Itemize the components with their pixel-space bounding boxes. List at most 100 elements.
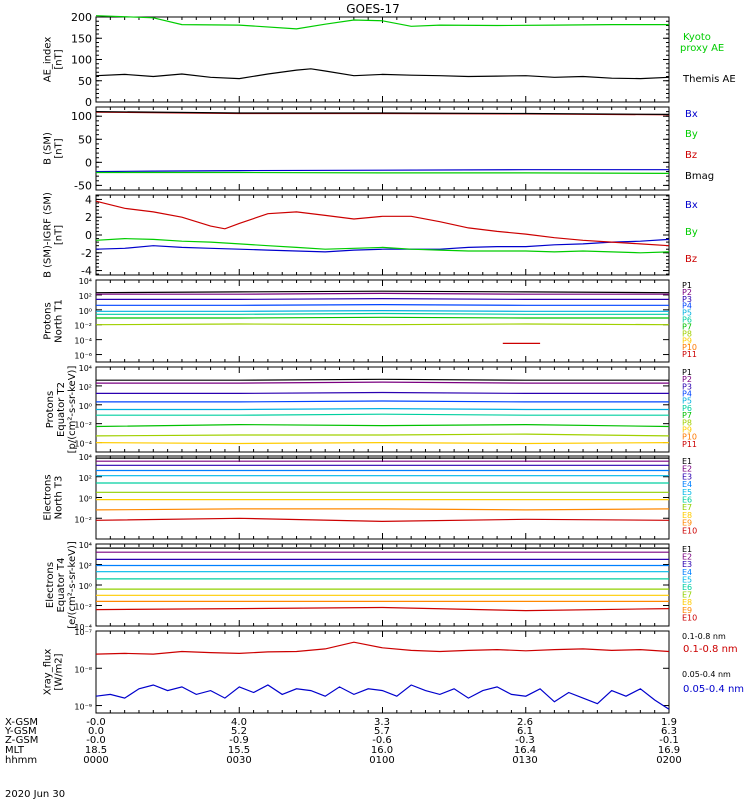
legend-e4: E4 [682, 480, 692, 489]
legend-p3: P3 [682, 382, 692, 391]
ylabel: [p/(cm²-s-sr-keV)] [67, 366, 78, 454]
ytick-label: 10⁻⁴ [74, 337, 92, 346]
ytick-label: 0 [85, 156, 92, 169]
legend-0.1-0.8 nm: 0.1-0.8 nm [682, 632, 726, 641]
legend-e1: E1 [682, 545, 692, 554]
panel-frame [95, 106, 670, 191]
ytick-label: 4 [85, 193, 92, 206]
legend-p5: P5 [682, 397, 692, 406]
ylabel: Protons [45, 391, 56, 428]
legend-p7: P7 [682, 322, 692, 331]
ytick-label: 10⁻⁷ [74, 628, 92, 637]
legend-p3: P3 [682, 295, 692, 304]
series-p4 [96, 400, 669, 403]
ytick-label: 10⁻² [74, 515, 92, 524]
panel-b: -50 0 50 100 B (SM) [nT] Bx By Bz Bmag [43, 106, 714, 192]
legend-e1: E1 [682, 457, 692, 466]
ylabel: Protons [43, 302, 54, 339]
series-p5 [96, 309, 669, 312]
legend-by: By [685, 129, 698, 140]
ephem-row-label: Y-GSM [4, 726, 37, 737]
ephem-cell: 6.1 [517, 726, 533, 737]
series-0-05-0-4-nm [95, 684, 670, 710]
series-themis-ae [95, 68, 670, 80]
ytick-label: -50 [74, 179, 92, 192]
legend-kyoto: Kyoto [683, 32, 711, 43]
ytick-label: 10² [79, 474, 92, 483]
ytick-label: 50 [78, 133, 92, 146]
ytick-label: 10⁻⁹ [74, 703, 92, 712]
date-label: 2020 Jun 30 [5, 789, 65, 800]
ylabel: [W/m2] [54, 653, 65, 690]
ylabel: North T3 [54, 476, 65, 520]
ephem-cell: 0000 [83, 755, 108, 766]
panel-pn: 10⁴ 10² 10⁰ 10⁻² 10⁻⁴ 10⁻⁶ Protons North T1 P1P2… [43, 277, 697, 363]
legend-p5: P5 [682, 309, 692, 318]
legend-0.05-0.4nm: 0.05-0.4 nm [683, 684, 744, 695]
legend-p9: P9 [682, 425, 692, 434]
ytick-label: 10⁴ [79, 541, 92, 550]
series-p1 [95, 290, 670, 294]
ytick-label: 10⁴ [79, 364, 92, 373]
series-e9 [95, 508, 670, 511]
ytick-label: 10⁰ [79, 582, 92, 591]
series-p6 [96, 413, 669, 416]
legend-e7: E7 [682, 591, 692, 600]
legend-p4: P4 [682, 302, 692, 311]
ephem-cell: -0.3 [515, 735, 535, 746]
legend-kyoto-line2: proxy AE [680, 43, 724, 54]
ytick-label: 10⁻⁴ [74, 623, 92, 632]
series-e10 [95, 606, 670, 612]
legend-p8: P8 [682, 329, 692, 338]
series-by [95, 237, 670, 254]
ytick-label: 50 [78, 75, 92, 88]
ephem-cell: -0.0 [86, 735, 106, 746]
ylabel: Xray_flux [43, 649, 54, 696]
ylabel: [nT] [54, 49, 65, 69]
ephem-cell: -0.9 [229, 735, 249, 746]
panel-xray: 10⁻⁷ 10⁻⁸ 10⁻⁹ Xray_flux [W/m2] 0.1-0.8 nm 0.0… [43, 628, 744, 714]
legend-e2: E2 [682, 553, 692, 562]
ytick-label: 150 [71, 32, 92, 45]
series-p9 [95, 441, 670, 445]
ytick-label: 10² [79, 292, 92, 301]
ephem-cell: 2.6 [517, 717, 533, 728]
series-0-1-0-8-nm [95, 641, 670, 655]
ytick-label: 10⁻⁶ [74, 352, 92, 361]
series-p2 [96, 292, 669, 295]
ephem-cell: -0.0 [86, 717, 106, 728]
legend-e9: E9 [682, 519, 692, 528]
ephem-row-label: Z-GSM [5, 735, 38, 746]
ephem-cell: 5.7 [374, 726, 390, 737]
series-bx [95, 169, 669, 173]
ephem-row-label: X-GSM [5, 717, 38, 728]
legend-p9: P9 [682, 336, 692, 345]
ytick-label: -4 [81, 265, 92, 278]
ephem-cell: 18.5 [85, 745, 107, 756]
legend-p6: P6 [682, 316, 692, 325]
ylabel: Electrons [43, 474, 54, 520]
legend-e3: E3 [682, 560, 692, 569]
legend-e5: E5 [682, 488, 692, 497]
ytick-label: 10⁻⁴ [74, 440, 92, 449]
ephem-cell: 0030 [226, 755, 251, 766]
legend-p11: P11 [682, 440, 697, 449]
ephem-cell: 16.0 [371, 745, 393, 756]
ylabel: B (SM) [43, 132, 54, 165]
series-p3 [96, 391, 669, 394]
ytick-label: 0 [85, 96, 92, 109]
ephem-cell: 6.3 [661, 726, 677, 737]
series-p6 [96, 312, 669, 315]
panel-dbb: -4 -2 0 2 4 B (SM)-IGRF (SM) [nT] Bx By Bz [43, 192, 698, 278]
ephem-row-label: hhmm [5, 755, 37, 766]
ytick-label: 100 [71, 110, 92, 123]
ephem-cell: 0130 [512, 755, 537, 766]
legend-e9: E9 [682, 606, 692, 615]
series-p5 [96, 407, 669, 411]
legend-bz: Bz [685, 150, 697, 161]
legend-p1: P1 [682, 281, 692, 290]
ytick-label: 10⁰ [79, 307, 92, 316]
legend-bz: Bz [685, 254, 697, 265]
series-p7 [95, 423, 670, 428]
